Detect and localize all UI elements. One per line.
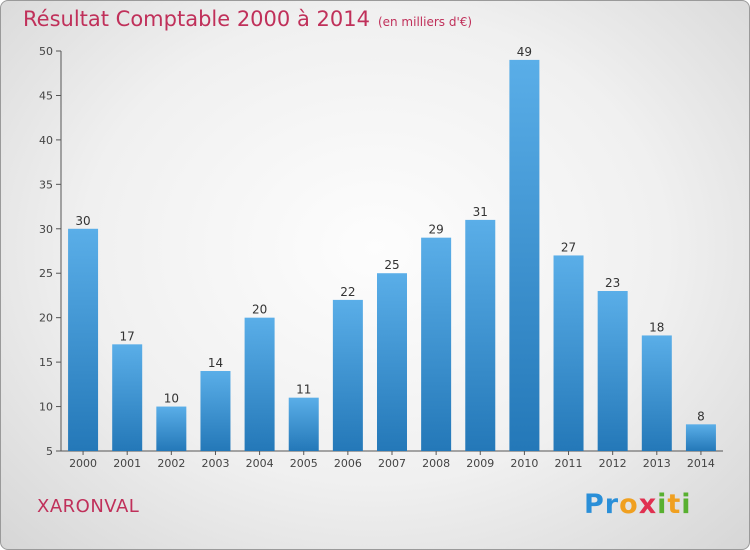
y-tick-label: 10: [39, 401, 53, 414]
bar: [156, 406, 187, 451]
bar: [332, 299, 363, 451]
y-tick-label: 20: [39, 312, 53, 325]
x-tick-label: 2003: [201, 457, 229, 470]
x-tick-label: 2008: [422, 457, 450, 470]
bar-value-label: 20: [252, 303, 267, 317]
logo-letter: i: [681, 489, 692, 520]
proxiti-logo: Proxiti: [584, 489, 692, 520]
bar-value-label: 22: [340, 285, 355, 299]
bar: [509, 59, 540, 452]
bar: [288, 397, 319, 451]
x-tick-label: 2007: [378, 457, 406, 470]
x-tick-label: 2004: [246, 457, 274, 470]
logo-letter: P: [584, 489, 605, 520]
y-tick-label: 15: [39, 356, 53, 369]
bar: [597, 291, 628, 451]
y-tick-label: 25: [39, 267, 53, 280]
bar-value-label: 11: [296, 383, 311, 397]
x-tick-label: 2009: [466, 457, 494, 470]
logo-letter: o: [619, 489, 639, 520]
y-tick-label: 5: [46, 445, 53, 458]
y-tick-label: 50: [39, 45, 53, 58]
bar-value-label: 27: [561, 240, 576, 254]
bar: [685, 424, 716, 451]
y-tick-label: 35: [39, 178, 53, 191]
bar-value-label: 8: [697, 409, 705, 423]
logo-letter: x: [638, 489, 658, 520]
x-tick-label: 2014: [687, 457, 715, 470]
chart-unit: (en milliers d'€): [377, 15, 473, 29]
x-tick-label: 2000: [69, 457, 97, 470]
bar-value-label: 30: [75, 214, 90, 228]
logo-letter: t: [667, 489, 682, 520]
y-tick-label: 40: [39, 134, 53, 147]
bar-value-label: 49: [517, 45, 532, 59]
y-tick-label: 45: [39, 89, 53, 102]
bar: [553, 255, 584, 451]
bar: [377, 273, 407, 451]
chart-title: Résultat Comptable 2000 à 2014 (en millie…: [23, 7, 472, 31]
x-tick-label: 2010: [510, 457, 538, 470]
x-tick-label: 2013: [643, 457, 671, 470]
bar-value-label: 23: [605, 276, 620, 290]
logo-letter: r: [604, 489, 620, 520]
y-tick-label: 30: [39, 223, 53, 236]
x-tick-label: 2011: [555, 457, 583, 470]
bar-value-label: 31: [473, 205, 488, 219]
bar-value-label: 25: [384, 258, 399, 272]
bar-value-label: 17: [120, 329, 135, 343]
x-tick-label: 2005: [290, 457, 318, 470]
bar: [68, 228, 99, 451]
x-tick-label: 2012: [599, 457, 627, 470]
bar: [112, 344, 143, 451]
bar-value-label: 29: [428, 223, 443, 237]
commune-name: XARONVAL: [37, 496, 140, 517]
x-tick-label: 2006: [334, 457, 362, 470]
bar-value-label: 18: [649, 320, 664, 334]
logo-letter: i: [657, 489, 668, 520]
bar-value-label: 10: [164, 392, 179, 406]
bar: [641, 335, 672, 451]
x-tick-label: 2001: [113, 457, 141, 470]
bar: [200, 371, 231, 451]
bar: [421, 237, 452, 451]
bar: [244, 317, 275, 451]
bar: [465, 219, 496, 451]
bar-value-label: 14: [208, 356, 223, 370]
x-tick-label: 2002: [157, 457, 185, 470]
chart-title-text: Résultat Comptable 2000 à 2014: [23, 7, 370, 31]
